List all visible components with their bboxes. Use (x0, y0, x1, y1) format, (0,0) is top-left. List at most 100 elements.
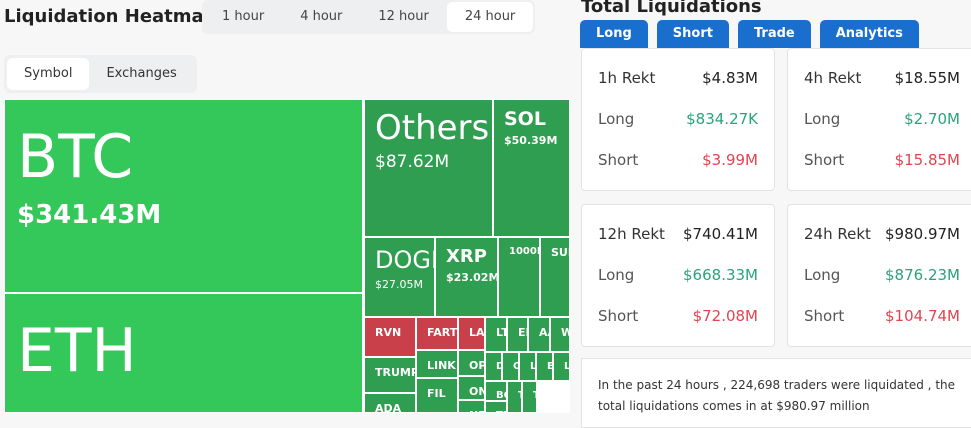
view-tabs: Symbol Exchanges (4, 55, 197, 93)
treemap-cell[interactable]: L (553, 352, 570, 381)
cell-symbol: ON (469, 385, 484, 398)
treemap-cell[interactable]: FIL (416, 378, 458, 413)
cell-symbol: W (561, 326, 569, 339)
rekt-card: 4h Rekt $18.55M Long $2.70M Short $15.85M (787, 48, 971, 191)
period-label: 24h Rekt (804, 224, 871, 243)
rekt-card: 12h Rekt $740.41M Long $668.33M Short $72.0… (581, 204, 775, 347)
cell-symbol: 1000P (509, 246, 539, 257)
short-value: $104.74M (885, 306, 960, 325)
tab-12-hour[interactable]: 12 hour (378, 9, 429, 24)
treemap-cell[interactable]: AA (528, 317, 550, 352)
long-value: $876.23M (885, 265, 960, 284)
trade-button[interactable]: Trade (737, 20, 811, 48)
analytics-button[interactable]: Analytics (819, 20, 919, 48)
treemap-cell[interactable]: LINK (416, 350, 458, 378)
treemap-cell[interactable]: T (507, 381, 522, 413)
tab-symbol[interactable]: Symbol (7, 58, 90, 90)
cell-symbol: LINK (427, 359, 456, 372)
cell-symbol: EN (518, 326, 527, 339)
treemap-cell[interactable]: ON (458, 376, 485, 400)
treemap-cell[interactable]: W (550, 317, 570, 352)
page-title: Liquidation Heatmap (4, 6, 217, 27)
long-label: Long (598, 265, 635, 284)
treemap-cell[interactable]: LA (458, 317, 485, 350)
short-button[interactable]: Short (656, 20, 729, 48)
cell-symbol: LT (496, 326, 506, 339)
treemap-cell[interactable]: EN (507, 317, 528, 352)
cell-symbol: LA (469, 326, 485, 339)
tab-1-hour[interactable]: 1 hour (222, 9, 265, 24)
liquidation-treemap: BTC $341.43M ETH Others $87.62M SOL $50.39M DOG… (4, 99, 570, 413)
tab-24-hour[interactable]: 24 hour (446, 2, 534, 32)
cell-value: $27.05M (375, 278, 423, 291)
cell-symbol: DOGE (375, 246, 434, 274)
treemap-cell[interactable]: FARTC (416, 317, 458, 350)
treemap-cell[interactable]: TR (485, 401, 507, 413)
treemap-cell[interactable]: ADA (364, 393, 416, 413)
short-label: Short (804, 150, 845, 169)
treemap-cell[interactable]: E (536, 352, 553, 381)
long-value: $2.70M (904, 109, 960, 128)
long-value: $834.27K (686, 109, 758, 128)
treemap-cell[interactable]: TRUMP (364, 357, 416, 393)
cell-symbol: D (496, 361, 501, 372)
short-label: Short (598, 306, 639, 325)
treemap-cell[interactable]: BTC $341.43M (4, 99, 363, 293)
treemap-cell[interactable]: D (485, 352, 502, 381)
treemap-cell[interactable]: Others $87.62M (364, 99, 493, 237)
treemap-cell[interactable]: T (522, 381, 537, 413)
treemap-cell[interactable]: L (519, 352, 536, 381)
short-label: Short (598, 150, 639, 169)
short-label: Short (804, 306, 845, 325)
period-label: 1h Rekt (598, 68, 656, 87)
cell-value: $341.43M (17, 200, 162, 230)
cell-symbol: BTC (17, 122, 134, 192)
cell-value: $50.39M (504, 134, 558, 147)
cell-value: $87.62M (375, 152, 450, 172)
treemap-cell[interactable]: NE (458, 400, 485, 413)
total-value: $4.83M (702, 68, 758, 87)
cell-symbol: OP (469, 359, 485, 372)
cell-symbol: NE (469, 409, 484, 412)
long-button[interactable]: Long (580, 20, 648, 48)
tab-exchanges[interactable]: Exchanges (106, 66, 177, 81)
long-label: Long (804, 109, 841, 128)
treemap-cell[interactable]: DOGE $27.05M (364, 237, 435, 317)
cell-value: $23.02M (446, 271, 498, 284)
long-label: Long (598, 109, 635, 128)
long-label: Long (804, 265, 841, 284)
cell-symbol: T (518, 390, 521, 401)
total-value: $740.41M (683, 224, 758, 243)
rekt-card: 24h Rekt $980.97M Long $876.23M Short $104.… (787, 204, 971, 347)
cell-symbol: XRP (446, 246, 487, 267)
cell-symbol: C (513, 361, 518, 372)
total-value: $18.55M (894, 68, 960, 87)
short-value: $3.99M (702, 150, 758, 169)
time-range-tabs: 1 hour 4 hour 12 hour 24 hour (202, 0, 536, 34)
tab-4-hour[interactable]: 4 hour (300, 9, 343, 24)
short-value: $72.08M (692, 306, 758, 325)
cell-symbol: L (564, 361, 570, 372)
treemap-cell[interactable]: XRP $23.02M (435, 237, 498, 317)
cell-symbol: TR (496, 410, 506, 412)
long-value: $668.33M (683, 265, 758, 284)
cell-symbol: Others (375, 108, 490, 148)
cell-symbol: E (547, 361, 552, 372)
cell-symbol: L (530, 361, 536, 372)
period-label: 12h Rekt (598, 224, 665, 243)
rekt-card: 1h Rekt $4.83M Long $834.27K Short $3.99M (581, 48, 775, 191)
total-liquidations-title: Total Liquidations (581, 0, 762, 17)
cell-symbol: FARTC (427, 326, 458, 339)
treemap-cell[interactable]: RVN (364, 317, 416, 357)
treemap-cell[interactable]: BC (485, 381, 507, 401)
treemap-cell[interactable]: ETH (4, 293, 363, 413)
treemap-cell[interactable]: 1000P (498, 237, 540, 317)
cell-symbol: AA (539, 326, 549, 339)
treemap-cell[interactable]: OP (458, 350, 485, 376)
treemap-cell[interactable]: SUI (540, 237, 570, 317)
treemap-cell[interactable]: LT (485, 317, 507, 352)
treemap-cell[interactable]: SOL $50.39M (493, 99, 570, 237)
cell-symbol: TRUMP (375, 366, 416, 379)
cell-symbol: RVN (375, 326, 402, 339)
treemap-cell[interactable]: C (502, 352, 519, 381)
